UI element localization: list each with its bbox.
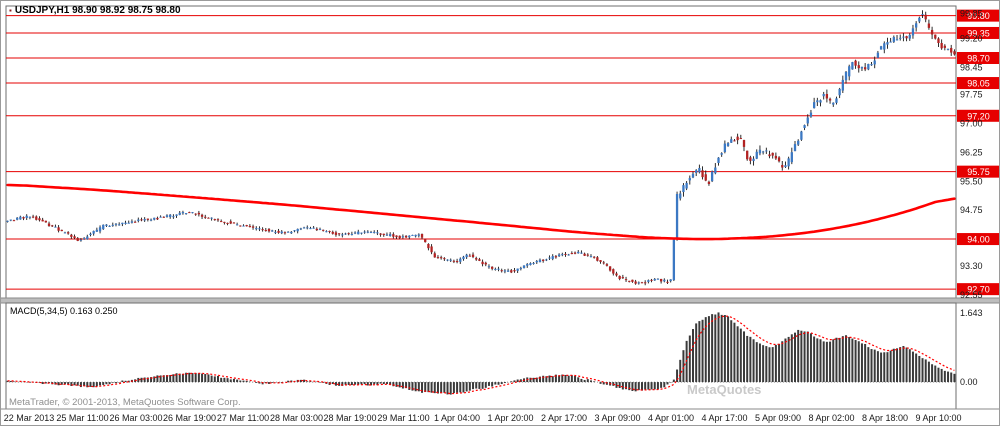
candlesticks[interactable] bbox=[6, 10, 956, 286]
svg-text:22 Mar 2013: 22 Mar 2013 bbox=[4, 413, 55, 423]
svg-text:2 Apr 17:00: 2 Apr 17:00 bbox=[541, 413, 587, 423]
watermark-copyright: MetaTrader, © 2001-2013, MetaQuotes Soft… bbox=[9, 397, 241, 408]
svg-text:95.75: 95.75 bbox=[967, 167, 990, 177]
svg-text:0.00: 0.00 bbox=[960, 377, 978, 387]
svg-text:3 Apr 09:00: 3 Apr 09:00 bbox=[594, 413, 640, 423]
main-plot-area[interactable] bbox=[5, 5, 957, 299]
svg-text:28 Mar 03:00: 28 Mar 03:00 bbox=[270, 413, 323, 423]
svg-text:8 Apr 02:00: 8 Apr 02:00 bbox=[808, 413, 854, 423]
svg-text:5 Apr 09:00: 5 Apr 09:00 bbox=[755, 413, 801, 423]
svg-text:28 Mar 19:00: 28 Mar 19:00 bbox=[323, 413, 376, 423]
svg-text:92.70: 92.70 bbox=[967, 285, 990, 295]
svg-text:97.00: 97.00 bbox=[960, 118, 983, 128]
svg-text:94.75: 94.75 bbox=[960, 205, 983, 215]
svg-text:93.30: 93.30 bbox=[960, 261, 983, 271]
watermark-brand: MetaQuotes bbox=[687, 382, 761, 397]
svg-text:25 Mar 11:00: 25 Mar 11:00 bbox=[56, 413, 108, 423]
svg-text:MetaQuotes: MetaQuotes bbox=[687, 382, 761, 397]
svg-text:29 Mar 11:00: 29 Mar 11:00 bbox=[377, 413, 429, 423]
panel-splitter[interactable] bbox=[1, 298, 1000, 303]
svg-text:1.643: 1.643 bbox=[960, 308, 983, 318]
price-axis-labels[interactable]: 99.85 99.20 98.45 97.75 97.00 96.25 95.50 94.75… bbox=[960, 9, 983, 300]
svg-text:99.35: 99.35 bbox=[967, 28, 990, 38]
svg-text:8 Apr 18:00: 8 Apr 18:00 bbox=[862, 413, 908, 423]
svg-text:4 Apr 17:00: 4 Apr 17:00 bbox=[701, 413, 747, 423]
svg-text:4 Apr 01:00: 4 Apr 01:00 bbox=[648, 413, 694, 423]
svg-text:1 Apr 04:00: 1 Apr 04:00 bbox=[434, 413, 480, 423]
svg-text:95.50: 95.50 bbox=[960, 176, 983, 186]
macd-signal-line bbox=[7, 315, 955, 395]
svg-text:98.70: 98.70 bbox=[967, 54, 990, 64]
svg-text:97.75: 97.75 bbox=[960, 90, 983, 100]
svg-text:92.55: 92.55 bbox=[960, 290, 983, 300]
svg-text:99.20: 99.20 bbox=[960, 34, 983, 44]
svg-text:94.00: 94.00 bbox=[967, 235, 990, 245]
svg-text:MetaTrader, © 2001-2013, MetaQ: MetaTrader, © 2001-2013, MetaQuotes Soft… bbox=[9, 397, 241, 408]
macd-histogram bbox=[6, 312, 956, 395]
svg-text:98.45: 98.45 bbox=[960, 63, 983, 73]
svg-text:98.05: 98.05 bbox=[967, 79, 990, 89]
svg-text:1 Apr 20:00: 1 Apr 20:00 bbox=[487, 413, 533, 423]
svg-text:26 Mar 03:00: 26 Mar 03:00 bbox=[109, 413, 162, 423]
svg-text:99.80: 99.80 bbox=[967, 11, 990, 21]
svg-text:96.25: 96.25 bbox=[960, 147, 983, 157]
svg-text:99.85: 99.85 bbox=[960, 9, 983, 19]
price-axis-tags: 99.80 99.35 98.70 98.05 97.20 95.75 94.00 92.70 bbox=[957, 9, 999, 296]
svg-text:26 Mar 19:00: 26 Mar 19:00 bbox=[163, 413, 216, 423]
symbol-marker-icon: ▪ bbox=[9, 6, 12, 15]
svg-text:9 Apr 10:00: 9 Apr 10:00 bbox=[915, 413, 961, 423]
price-hlines bbox=[6, 15, 956, 290]
macd-indicator-label: MACD(5,34,5) 0.163 0.250 bbox=[10, 306, 118, 316]
macd-axis-labels[interactable]: 1.643 0.00 bbox=[960, 308, 983, 387]
svg-text:97.20: 97.20 bbox=[967, 111, 990, 121]
symbol-title: ▪ USDJPY,H1 98.90 98.92 98.75 98.80 bbox=[9, 5, 181, 16]
ma-line bbox=[6, 183, 956, 241]
svg-text:27 Mar 11:00: 27 Mar 11:00 bbox=[217, 413, 269, 423]
time-axis-labels[interactable]: 22 Mar 2013 25 Mar 11:00 26 Mar 03:00 26 Ma… bbox=[4, 413, 962, 423]
symbol-ohlc-text: USDJPY,H1 98.90 98.92 98.75 98.80 bbox=[14, 5, 181, 16]
